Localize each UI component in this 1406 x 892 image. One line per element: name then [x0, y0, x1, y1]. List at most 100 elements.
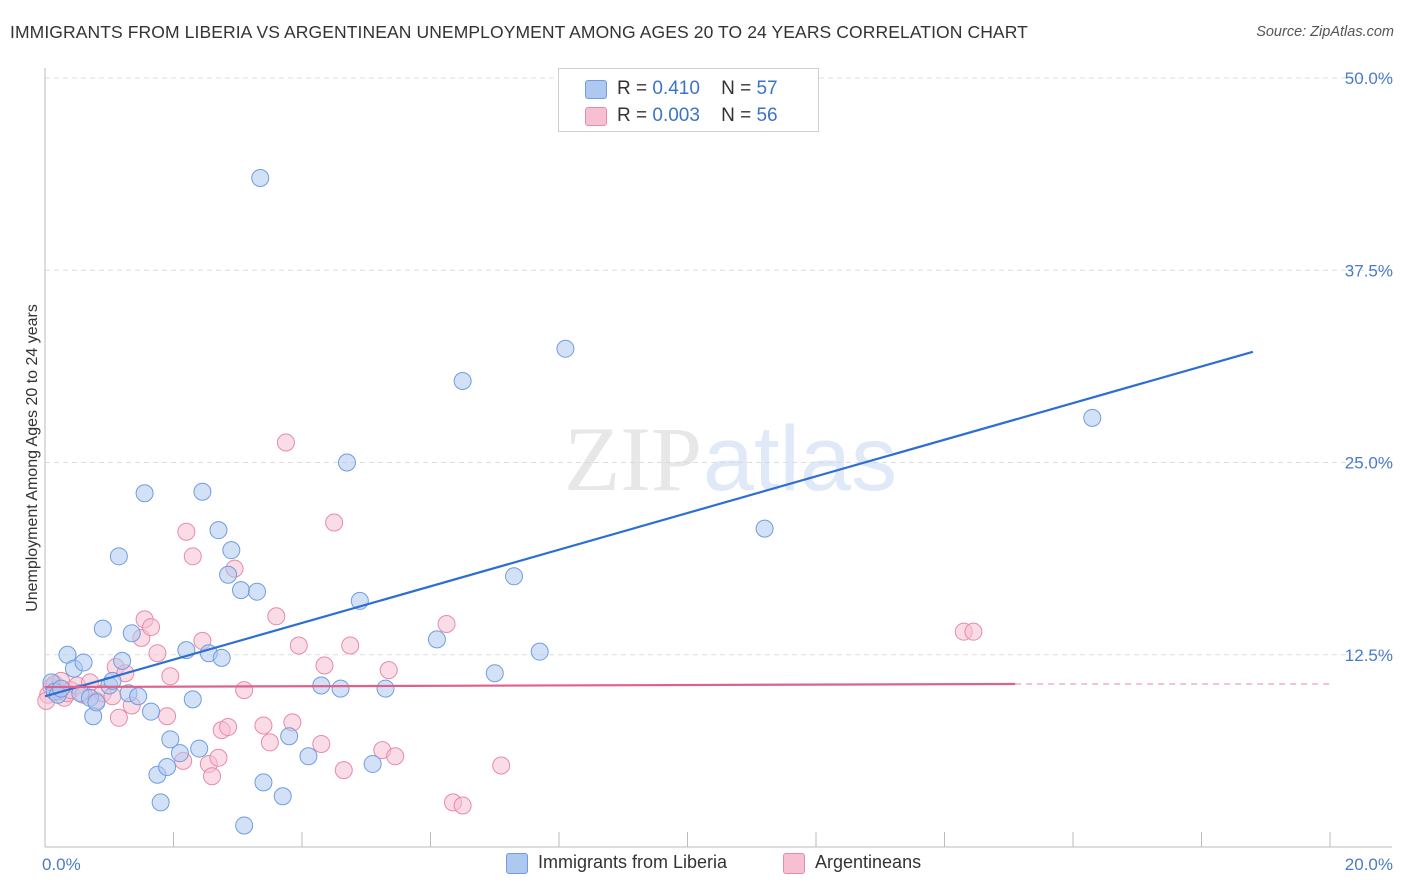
arg-r-label: R =: [617, 105, 648, 126]
liberia-r-value: 0.410: [652, 78, 700, 99]
liberia-point: [376, 679, 395, 698]
liberia-legend-swatch: [506, 853, 528, 874]
liberia-point: [212, 648, 231, 667]
liberia-trend-line: [44, 350, 1254, 698]
liberia-point: [135, 484, 154, 503]
liberia-point: [280, 727, 299, 746]
liberia-point: [113, 651, 132, 670]
argentineans-point: [209, 748, 228, 767]
argentineans-point: [109, 708, 128, 727]
liberia-point: [231, 581, 250, 600]
liberia-point: [273, 787, 292, 806]
argentineans-legend-swatch: [783, 853, 805, 874]
tick-labels: 12.5% 25.0% 37.5% 50.0% 0.0% 20.0%: [42, 69, 1393, 874]
argentineans-point: [289, 636, 308, 655]
liberia-point: [161, 730, 180, 749]
watermark: ZIP atlas: [564, 408, 897, 510]
argentineans-point: [334, 761, 353, 780]
y-tick-label: 25.0%: [1345, 454, 1393, 473]
liberia-point: [235, 816, 254, 835]
trend-lines: [44, 350, 1330, 698]
liberia-point: [93, 619, 112, 638]
argentineans-point: [142, 618, 161, 637]
liberia-point: [331, 679, 350, 698]
liberia-point: [299, 747, 318, 766]
argentineans-point: [161, 667, 180, 686]
liberia-point: [363, 754, 382, 773]
stats-legend: R = 0.410 N = 57 R = 0.003 N = 56: [558, 68, 819, 132]
liberia-points: [42, 168, 1102, 835]
liberia-point: [505, 567, 524, 586]
liberia-point: [142, 702, 161, 721]
liberia-point: [453, 371, 472, 390]
y-tick-label: 12.5%: [1345, 646, 1393, 665]
argentineans-point: [254, 716, 273, 735]
liberia-point: [556, 339, 575, 358]
argentineans-point: [453, 796, 472, 815]
argentineans-point: [219, 718, 238, 737]
argentineans-point: [341, 636, 360, 655]
arg-r-value: 0.003: [652, 105, 700, 126]
liberia-point: [151, 793, 170, 812]
arg-n-value: 56: [756, 105, 778, 126]
liberia-point: [193, 482, 212, 501]
argentineans-point: [183, 547, 202, 566]
liberia-point: [755, 519, 774, 538]
source-label[interactable]: Source: ZipAtlas.com: [1256, 24, 1394, 40]
arg-n-label: N =: [721, 105, 752, 126]
chart-title: IMMIGRANTS FROM LIBERIA VS ARGENTINEAN U…: [10, 22, 1028, 42]
liberia-point: [209, 521, 228, 540]
argentineans-point: [260, 733, 279, 752]
liberia-point: [337, 453, 356, 472]
argentineans-point: [492, 756, 511, 775]
argentineans-point: [177, 522, 196, 541]
x-tick-label-min: 0.0%: [42, 855, 81, 874]
argentineans-swatch: [585, 107, 607, 126]
argentineans-point: [267, 607, 286, 626]
liberia-point: [122, 624, 141, 643]
liberia-point: [427, 630, 446, 649]
liberia-point: [87, 693, 106, 712]
gridlines: [45, 77, 1392, 656]
argentineans-point: [235, 681, 254, 700]
liberia-point: [1083, 408, 1102, 427]
watermark-zip: ZIP: [564, 408, 702, 510]
argentineans-trend-line: [44, 682, 1016, 689]
liberia-point: [158, 758, 177, 777]
x-tick-label-max: 20.0%: [1345, 855, 1393, 874]
argentineans-point: [312, 734, 331, 753]
liberia-r-label: R =: [617, 78, 648, 99]
argentineans-point: [325, 513, 344, 532]
watermark-atlas: atlas: [703, 408, 897, 510]
argentineans-point: [148, 644, 167, 663]
argentineans-point: [386, 747, 405, 766]
liberia-point: [219, 565, 238, 584]
liberia-point: [530, 642, 549, 661]
liberia-legend-label: Immigrants from Liberia: [538, 852, 728, 872]
liberia-point: [251, 168, 270, 187]
liberia-point: [170, 744, 189, 763]
liberia-point: [254, 773, 273, 792]
argentineans-point: [203, 767, 222, 786]
argentineans-point: [379, 661, 398, 680]
liberia-n-label: N =: [721, 78, 752, 99]
liberia-point: [222, 541, 241, 560]
argentineans-point: [158, 707, 177, 726]
argentineans-point: [276, 433, 295, 452]
axes: [44, 68, 1392, 848]
liberia-n-value: 57: [756, 78, 778, 99]
liberia-point: [485, 664, 504, 683]
liberia-point: [109, 547, 128, 566]
y-tick-label: 50.0%: [1345, 69, 1393, 88]
argentineans-point: [964, 622, 983, 641]
argentineans-point: [437, 614, 456, 633]
liberia-point: [183, 690, 202, 709]
liberia-point: [74, 653, 93, 672]
y-axis-label: Unemployment Among Ages 20 to 24 years: [24, 304, 41, 612]
liberia-point: [52, 679, 71, 698]
liberia-point: [190, 739, 209, 758]
liberia-point: [129, 687, 148, 706]
liberia-swatch: [585, 80, 607, 99]
liberia-point: [248, 582, 267, 601]
